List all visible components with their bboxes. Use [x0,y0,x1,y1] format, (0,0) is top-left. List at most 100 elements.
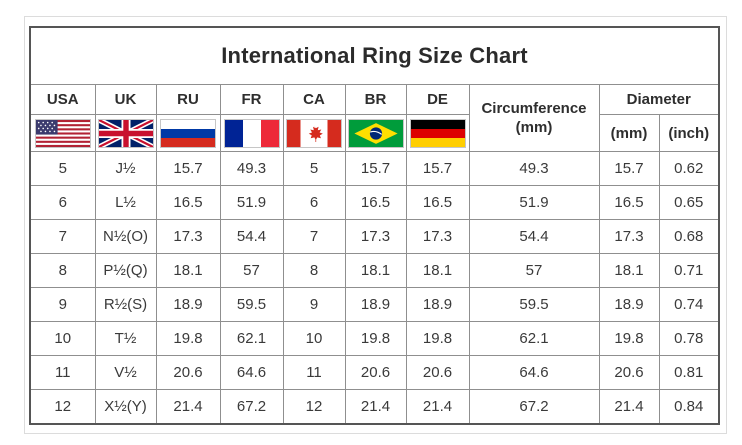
column-header-ru: RU [155,84,221,115]
table-row: 9 R½(S) 18.9 59.5 9 18.9 18.9 59.5 18.9 0.74 [29,287,720,322]
column-header-de: DE [405,84,470,115]
table-cell: T½ [94,321,157,356]
table-cell: 18.1 [344,253,407,288]
column-header-fr: FR [219,84,284,115]
table-cell: 62.1 [219,321,284,356]
table-cell: 67.2 [468,389,600,425]
table-cell: 6 [282,185,346,220]
table-cell: 57 [468,253,600,288]
brazil-flag-icon [347,118,404,148]
table-cell: 18.9 [405,287,470,322]
uk-flag-icon [97,118,154,148]
table-row: 12 X½(Y) 21.4 67.2 12 21.4 21.4 67.2 21.4 0.84 [29,389,720,425]
table-cell: 19.8 [155,321,221,356]
table-cell: 59.5 [468,287,600,322]
table-cell: 21.4 [405,389,470,425]
table-cell: 8 [282,253,346,288]
table-cell: 5 [29,151,96,186]
column-header-circumference: Circumference (mm) [468,84,600,152]
table-row: 11 V½ 20.6 64.6 11 20.6 20.6 64.6 20.6 0.81 [29,355,720,390]
table-cell: 5 [282,151,346,186]
table-cell: 0.65 [658,185,720,220]
table-cell: 0.71 [658,253,720,288]
table-cell: 12 [29,389,96,425]
table-cell: 0.81 [658,355,720,390]
table-cell: 57 [219,253,284,288]
table-cell: X½(Y) [94,389,157,425]
table-cell: 62.1 [468,321,600,356]
table-cell: 7 [29,219,96,254]
flag-cell-fr [219,114,284,152]
table-cell: 17.3 [344,219,407,254]
circumference-label: Circumference [481,99,587,117]
table-cell: 17.3 [155,219,221,254]
table-cell: 18.1 [405,253,470,288]
flag-cell-ca [282,114,346,152]
table-cell: L½ [94,185,157,220]
diameter-unit-mm: (mm) [598,114,660,152]
table-cell: J½ [94,151,157,186]
table-cell: 8 [29,253,96,288]
flag-cell-ru [155,114,221,152]
table-cell: 20.6 [598,355,660,390]
table-cell: 21.4 [155,389,221,425]
title-row: International Ring Size Chart [29,26,720,85]
france-flag-icon [223,118,280,148]
table-cell: 16.5 [155,185,221,220]
table-row: 5 J½ 15.7 49.3 5 15.7 15.7 49.3 15.7 0.62 [29,151,720,186]
flag-cell-br [344,114,407,152]
table-cell: 54.4 [468,219,600,254]
table-cell: 16.5 [344,185,407,220]
table-cell: 10 [282,321,346,356]
table-cell: 17.3 [598,219,660,254]
column-header-ca: CA [282,84,346,115]
column-header-uk: UK [94,84,157,115]
germany-flag-icon [409,118,466,148]
table-cell: 51.9 [219,185,284,220]
table-cell: 64.6 [468,355,600,390]
table-body: 5 J½ 15.7 49.3 5 15.7 15.7 49.3 15.7 0.62 6 L½ 16.5 5… [29,151,720,425]
table-cell: 19.8 [598,321,660,356]
table-cell: 18.9 [155,287,221,322]
table-cell: V½ [94,355,157,390]
table-cell: R½(S) [94,287,157,322]
table-cell: 15.7 [598,151,660,186]
table-cell: 49.3 [468,151,600,186]
table-cell: 54.4 [219,219,284,254]
table-cell: 19.8 [405,321,470,356]
ring-size-table: International Ring Size Chart USA UK RU … [29,26,720,425]
chart-title: International Ring Size Chart [29,26,720,85]
table-cell: 6 [29,185,96,220]
table-cell: 16.5 [598,185,660,220]
column-header-usa: USA [29,84,96,115]
table-cell: N½(O) [94,219,157,254]
circumference-unit: (mm) [515,119,553,136]
table-row: 10 T½ 19.8 62.1 10 19.8 19.8 62.1 19.8 0.78 [29,321,720,356]
column-header-row: USA UK RU FR CA BR DE Circumference (mm)… [29,84,720,152]
flag-cell-de [405,114,470,152]
table-cell: 51.9 [468,185,600,220]
flag-cell-usa [29,114,96,152]
russia-flag-icon [160,118,216,148]
table-cell: 18.9 [344,287,407,322]
table-cell: 11 [29,355,96,390]
diameter-unit-inch: (inch) [658,114,720,152]
table-cell: 15.7 [155,151,221,186]
canada-flag-icon [286,118,342,148]
table-cell: 15.7 [344,151,407,186]
table-cell: 11 [282,355,346,390]
table-cell: 18.1 [155,253,221,288]
column-header-br: BR [344,84,407,115]
table-cell: 20.6 [405,355,470,390]
table-cell: 17.3 [405,219,470,254]
table-cell: 10 [29,321,96,356]
table-cell: 20.6 [344,355,407,390]
table-cell: 0.62 [658,151,720,186]
flag-cell-uk [94,114,157,152]
table-cell: 59.5 [219,287,284,322]
table-cell: 0.84 [658,389,720,425]
table-cell: 0.78 [658,321,720,356]
table-cell: 21.4 [344,389,407,425]
table-cell: 49.3 [219,151,284,186]
table-cell: 21.4 [598,389,660,425]
